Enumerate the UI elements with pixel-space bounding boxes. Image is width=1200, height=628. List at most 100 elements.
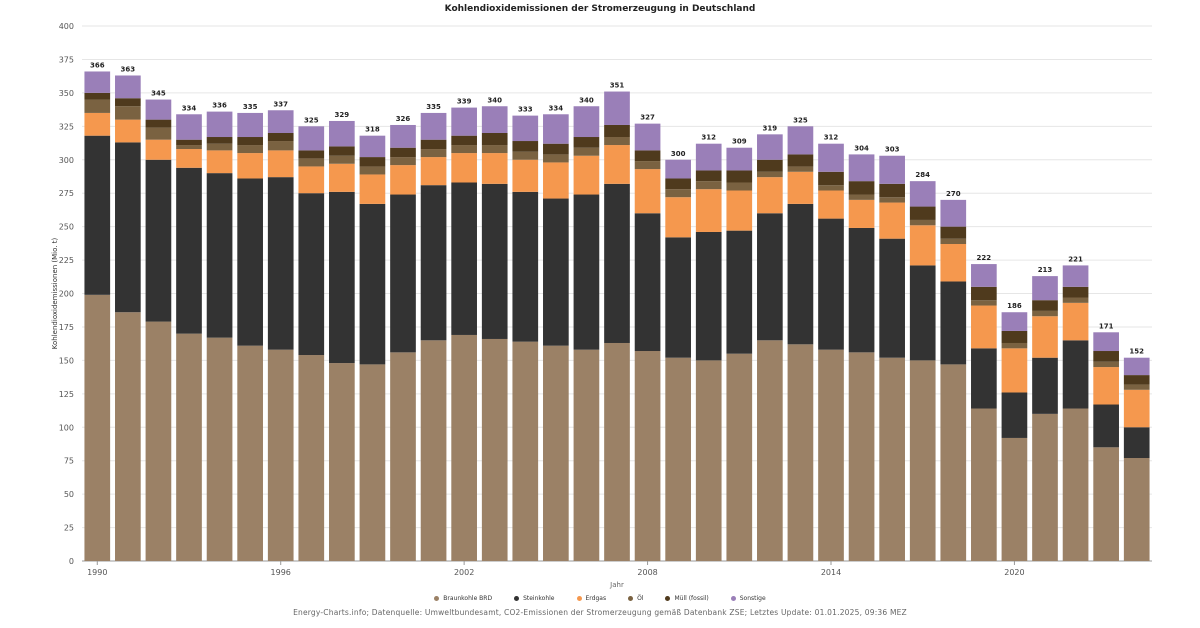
- x-tick-label: 1990: [87, 568, 107, 577]
- bar-segment: [145, 321, 172, 561]
- bar-segment: [1062, 408, 1089, 561]
- bar-segment: [115, 106, 141, 120]
- bar-segment: [1123, 458, 1150, 561]
- bar-segment: [329, 363, 355, 561]
- bar-segment: [329, 155, 355, 164]
- total-label: 213: [1038, 266, 1053, 274]
- bar-segment: [726, 190, 753, 231]
- bar-segment: [145, 127, 172, 140]
- x-tick-label: 1996: [271, 568, 291, 577]
- y-axis-label: Kohlendioxidemissionen (Mio. t): [51, 238, 59, 350]
- bar-segment: [84, 112, 111, 136]
- bar-segment: [481, 183, 508, 339]
- bar-segment: [573, 137, 600, 148]
- legend-marker: [665, 596, 671, 601]
- total-label: 303: [885, 146, 900, 154]
- bar-segment: [909, 206, 936, 220]
- y-tick-label: 125: [59, 390, 74, 399]
- legend-item[interactable]: Sonstige: [730, 595, 766, 602]
- bar-segment: [971, 408, 997, 561]
- legend-label: Müll (fossil): [674, 595, 709, 602]
- bar-segment: [329, 191, 355, 364]
- y-tick-label: 350: [59, 89, 74, 98]
- bar-segment: [115, 98, 141, 107]
- bar-segment: [206, 111, 233, 138]
- bar-segment: [1123, 384, 1150, 390]
- bar-segment: [1123, 427, 1150, 459]
- bar-segment: [1032, 276, 1058, 301]
- bar-segment: [787, 171, 814, 204]
- bar-segment: [145, 119, 172, 128]
- bar-segment: [176, 139, 202, 146]
- bar-segment: [726, 170, 753, 183]
- bar-segment: [359, 174, 386, 204]
- bar-segment: [634, 213, 661, 352]
- legend-item[interactable]: Braunkohle BRD: [434, 595, 492, 602]
- y-tick-label: 50: [64, 490, 74, 499]
- bar-segment: [787, 344, 814, 561]
- legend-marker: [434, 596, 440, 601]
- bar-segment: [451, 145, 477, 154]
- legend-item[interactable]: Erdgas: [576, 595, 606, 602]
- bar-segment: [1123, 357, 1150, 376]
- bar-segment: [818, 171, 844, 186]
- total-label: 300: [671, 150, 686, 158]
- bar-segment: [176, 149, 202, 168]
- legend-item[interactable]: Müll (fossil): [665, 595, 709, 602]
- bar-segment: [451, 334, 477, 561]
- total-label: 351: [610, 82, 625, 90]
- legend-item[interactable]: Öl: [628, 595, 643, 602]
- x-tick-label: 2020: [1004, 568, 1024, 577]
- bar-segment: [879, 357, 905, 561]
- bar-segment: [1001, 437, 1028, 561]
- bar-segment: [84, 135, 111, 295]
- bar-segment: [634, 150, 661, 162]
- legend-item[interactable]: Steinkohle: [514, 595, 555, 602]
- bar-segment: [1001, 342, 1028, 349]
- bar-segment: [787, 126, 814, 155]
- bar-segment: [543, 143, 569, 155]
- total-label: 337: [273, 100, 288, 108]
- bar-segment: [1093, 447, 1119, 561]
- bar-segment: [176, 145, 202, 150]
- bar-segment: [604, 145, 630, 184]
- bar-segment: [206, 150, 233, 174]
- bar-segment: [481, 106, 508, 133]
- bar-segment: [1032, 316, 1058, 358]
- bar-segment: [604, 137, 630, 146]
- y-tick-label: 250: [59, 223, 74, 232]
- bar-segment: [1093, 332, 1119, 352]
- bar-segment: [237, 112, 263, 138]
- bar-segment: [695, 231, 722, 361]
- bar-segment: [359, 157, 386, 167]
- bar-segment: [206, 143, 233, 151]
- bar-segment: [451, 153, 477, 183]
- bar-segment: [634, 169, 661, 214]
- bar-segment: [940, 226, 967, 239]
- total-label: 171: [1099, 322, 1114, 330]
- y-tick-label: 175: [59, 323, 74, 332]
- x-axis-label: Jahr: [609, 581, 624, 589]
- bar-segment: [573, 349, 600, 561]
- bar-segment: [451, 135, 477, 146]
- bar-segment: [298, 126, 325, 151]
- total-label: 334: [182, 104, 197, 112]
- bar-segment: [726, 230, 753, 354]
- legend-label: Sonstige: [739, 595, 766, 602]
- bar-segment: [879, 155, 905, 184]
- bar-segment: [726, 147, 753, 171]
- legend-marker: [576, 596, 582, 601]
- total-label: 319: [763, 124, 778, 132]
- total-label: 335: [243, 103, 258, 111]
- bar-segment: [695, 189, 722, 232]
- bar-segment: [757, 159, 783, 172]
- bar-segment: [1001, 392, 1028, 438]
- total-label: 339: [457, 98, 472, 106]
- bar-segment: [665, 237, 691, 358]
- bar-segment: [84, 99, 111, 113]
- bar-segment: [390, 124, 416, 148]
- total-label: 366: [90, 61, 105, 69]
- bar-segment: [940, 238, 967, 245]
- x-tick-label: 2008: [637, 568, 657, 577]
